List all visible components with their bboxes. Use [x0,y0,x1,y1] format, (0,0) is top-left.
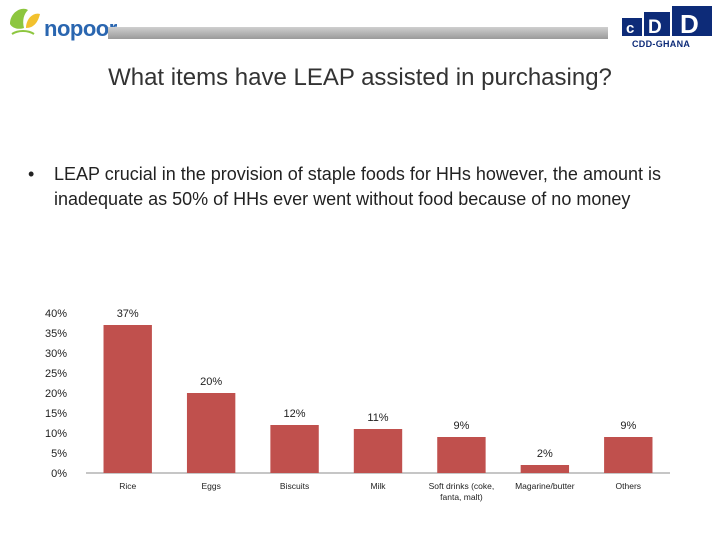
y-tick-label: 25% [45,368,67,380]
bullet-dot: • [28,164,35,184]
x-tick-label: Biscuits [280,481,309,491]
bar [103,325,152,473]
y-tick-label: 35% [45,328,67,340]
x-tick-label: Others [616,481,642,491]
y-tick-label: 30% [45,348,67,360]
data-label: 20% [200,376,222,388]
logo-mark-c: c [626,20,634,37]
cdd-mark-icon: c D D [622,6,712,39]
data-label: 9% [620,420,636,432]
cdd-ghana-text: CDD-GHANA [632,39,691,49]
slide-title: What items have LEAP assisted in purchas… [108,64,612,91]
y-tick-label: 40% [45,308,67,320]
bar [186,393,236,473]
y-tick-label: 15% [45,408,67,420]
logo-mark-d2: D [680,9,699,38]
leaf-icon [10,8,40,35]
y-tick-label: 5% [51,448,67,460]
x-tick-label: Rice [119,481,136,491]
bar [520,465,570,473]
data-label: 11% [367,412,388,424]
x-tick-label: Milk [370,481,386,491]
x-tick-label: Eggs [201,481,220,491]
data-label: 9% [453,420,469,432]
logo-text: nopoor [44,16,117,41]
y-tick-label: 20% [45,388,67,400]
data-label: 12% [284,408,306,420]
data-label: 2% [537,448,553,460]
cdd-ghana-logo: c D D CDD-GHANA [620,4,716,50]
x-tick-label: Soft drinks (coke, fanta, malt) [429,481,495,502]
bullet-point: • LEAP crucial in the provision of stapl… [28,162,668,212]
nopoor-logo: nopoor [4,4,117,44]
bar [604,437,653,473]
bullet-text: LEAP crucial in the provision of staple … [54,164,661,209]
bar [353,429,403,473]
data-label: 37% [117,308,139,320]
header-bar [108,27,608,39]
bar [270,425,319,473]
bar-chart: 0% 5% 10% 15% 20% 25% 30% 35% 40% 37% Rice 20% Eggs 1… [45,308,670,502]
y-tick-label: 10% [45,428,67,440]
logo-mark-d1: D [648,17,662,38]
y-tick-label: 0% [51,468,67,480]
x-tick-label: Magarine/butter [515,481,575,491]
bar [437,437,486,473]
